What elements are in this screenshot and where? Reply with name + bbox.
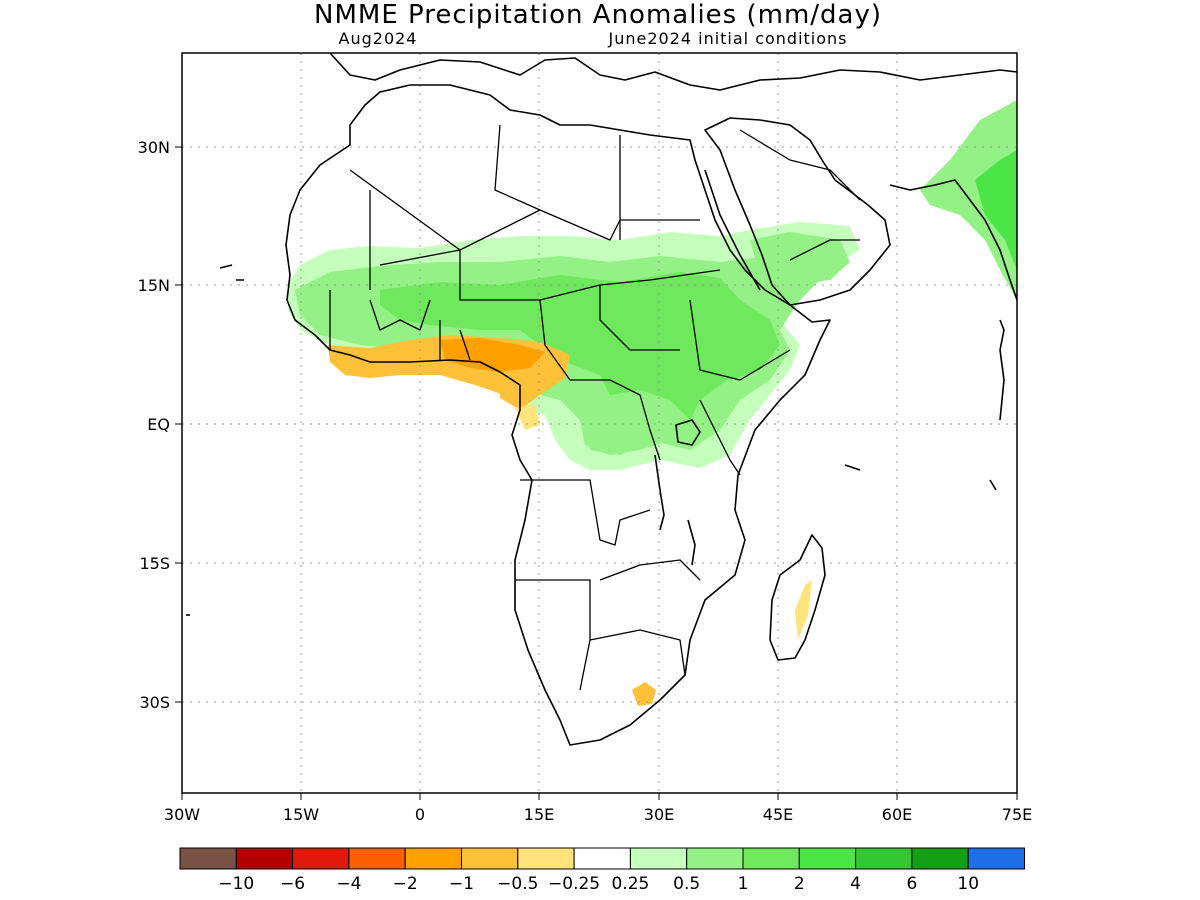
colorbar-labels: −10 −6 −4 −2 −1 −0.5 −0.25 0.25 0.5 1 2 4 6 10 — [218, 874, 979, 894]
x-tick-label: 15W — [283, 805, 319, 824]
x-tick-label: 75E — [1002, 805, 1032, 824]
congo-wet — [580, 390, 690, 455]
border-south — [515, 479, 701, 691]
country-borders — [329, 124, 861, 691]
x-tick-labels: 30W 15W 0 15E 30E 45E 60E 75E — [164, 805, 1032, 824]
arabia-coastline — [704, 117, 891, 306]
x-tick-label: 30E — [644, 805, 674, 824]
colorbar-swatch — [179, 847, 237, 870]
colorbar-tick-label: −2 — [393, 874, 418, 894]
colorbar-swatch — [911, 847, 969, 870]
y-tick-label: 15N — [138, 276, 170, 295]
colorbar-swatch — [573, 847, 631, 870]
india-coastline — [889, 179, 1018, 301]
y-tick-label: EQ — [147, 415, 170, 434]
colorbar-tick-label: −4 — [336, 874, 361, 894]
colorbar-tick-label: 0.5 — [673, 874, 700, 894]
colorbar-swatch — [404, 847, 463, 870]
madagascar-dry — [795, 580, 812, 640]
y-tick-label: 15S — [139, 554, 170, 573]
colorbar-tick-label: −0.25 — [548, 874, 600, 894]
seychelles — [844, 464, 997, 491]
canary-islands — [219, 264, 244, 281]
border-west-africa — [329, 290, 471, 361]
cameroon-dry — [498, 372, 540, 410]
lake-tanganyika — [654, 454, 665, 531]
ethiopia-wet-core — [690, 300, 780, 380]
india-wet-core — [975, 150, 1017, 270]
y-tick-label: 30S — [139, 693, 170, 712]
africa-coastline — [285, 84, 831, 746]
maldives — [999, 319, 1005, 421]
border-arabia — [739, 129, 861, 261]
colorbar — [179, 847, 1026, 870]
border-libya-egypt — [494, 124, 621, 240]
colorbar-tick-label: −10 — [218, 874, 254, 894]
colorbar-tick-label: −6 — [280, 874, 305, 894]
colorbar-swatch — [686, 847, 744, 870]
colorbar-tick-label: −1 — [449, 874, 474, 894]
y-tick-label: 30N — [138, 138, 170, 157]
coastlines — [186, 52, 1018, 746]
x-tick-label: 0 — [415, 805, 425, 824]
x-axis — [181, 793, 1018, 800]
map-frame — [181, 52, 1018, 794]
colorbar-tick-label: 2 — [794, 874, 805, 894]
border-sahara-west — [349, 169, 700, 290]
colorbar-swatch — [742, 847, 800, 870]
colorbar-swatch — [292, 847, 350, 870]
colorbar-tick-label: 6 — [906, 874, 917, 894]
border-central — [539, 285, 680, 461]
colorbar-tick-label: 0.25 — [611, 874, 649, 894]
madagascar-coastline — [769, 534, 826, 661]
india-wet — [920, 100, 1017, 300]
colorbar-swatch — [235, 847, 294, 870]
valid-month-label: Aug2024 — [339, 29, 418, 48]
colorbar-swatch — [348, 847, 406, 870]
gabon-dry — [515, 404, 540, 430]
colorbar-tick-label: 1 — [738, 874, 749, 894]
lesotho-dry — [632, 682, 656, 706]
y-tick-labels: 30N 15N EQ 15S 30S — [138, 138, 170, 712]
colorbar-swatch — [967, 847, 1026, 870]
europe-coastline — [329, 52, 1018, 91]
anomaly-shading — [288, 100, 1017, 706]
lake-malawi — [687, 519, 696, 566]
colorbar-tick-label: 4 — [850, 874, 861, 894]
lake-victoria — [675, 419, 701, 446]
x-tick-label: 30W — [164, 805, 200, 824]
x-tick-label: 60E — [882, 805, 912, 824]
x-tick-label: 15E — [524, 805, 554, 824]
colorbar-tick-label: −0.5 — [497, 874, 538, 894]
colorbar-swatch — [629, 847, 688, 870]
colorbar-swatch — [855, 847, 913, 870]
guinea-coast-dry-strong — [440, 338, 545, 372]
arabia-wet — [750, 232, 850, 285]
x-tick-label: 45E — [763, 805, 793, 824]
colorbar-tick-label: 10 — [957, 874, 979, 894]
colorbar-swatch — [798, 847, 857, 870]
colorbar-swatch — [461, 847, 519, 870]
y-axis — [175, 146, 182, 703]
colorbar-swatch — [517, 847, 575, 870]
map-area — [181, 52, 1018, 794]
initial-conditions-label: June2024 initial conditions — [607, 29, 847, 48]
red-sea-west — [704, 169, 761, 291]
border-east — [689, 299, 791, 476]
map-title: NMME Precipitation Anomalies (mm/day) — [314, 0, 882, 30]
